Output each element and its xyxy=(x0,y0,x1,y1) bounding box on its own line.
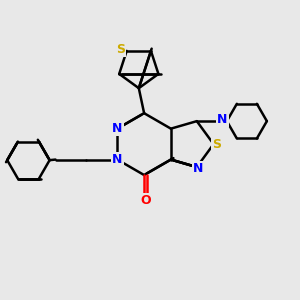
Text: S: S xyxy=(212,138,221,151)
Text: N: N xyxy=(217,113,228,126)
Text: N: N xyxy=(112,122,122,135)
Text: S: S xyxy=(116,43,125,56)
Text: N: N xyxy=(193,162,203,175)
Text: N: N xyxy=(112,153,122,166)
Text: O: O xyxy=(140,194,151,207)
